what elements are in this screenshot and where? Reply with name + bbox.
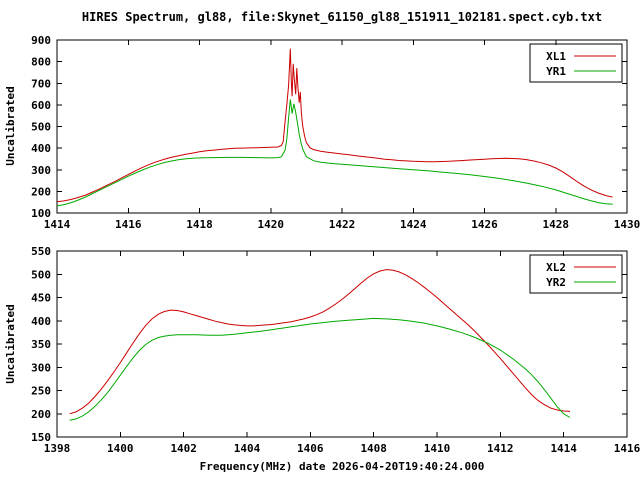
x-tick-label: 1416 [115, 218, 142, 231]
x-tick-label: 1424 [400, 218, 427, 231]
y-tick-label: 200 [31, 185, 51, 198]
x-tick-label: 1414 [44, 218, 71, 231]
x-tick-label: 1404 [234, 442, 261, 455]
y-tick-label: 800 [31, 56, 51, 69]
legend-label-YR2: YR2 [546, 276, 566, 289]
y-tick-label: 700 [31, 77, 51, 90]
x-tick-label: 1410 [424, 442, 451, 455]
x-tick-label: 1402 [170, 442, 197, 455]
legend-box [529, 43, 623, 83]
x-tick-label: 1412 [487, 442, 514, 455]
chart-title: HIRES Spectrum, gl88, file:Skynet_61150_… [82, 10, 602, 25]
panel-2: 1398 1400 1402 1404 1406 1408 1410 1412 1414 1416… [31, 245, 640, 455]
y-tick-label: 200 [31, 408, 51, 421]
x-tick-label: 1400 [107, 442, 134, 455]
y-tick-label: 600 [31, 99, 51, 112]
x-tick-label: 1430 [614, 218, 640, 231]
x-tick-label: 1422 [329, 218, 356, 231]
x-tick-label: 1408 [360, 442, 387, 455]
x-tick-label: 1406 [297, 442, 324, 455]
y-tick-label: 300 [31, 164, 51, 177]
legend-label-XL2: XL2 [546, 261, 566, 274]
y-tick-label: 550 [31, 245, 51, 258]
y-tick-label: 250 [31, 385, 51, 398]
x-tick-label: 1428 [543, 218, 570, 231]
x-tick-label: 1416 [614, 442, 640, 455]
y-axis-label-top-panel: Uncalibrated [4, 86, 17, 165]
y-axis-label-bottom-panel: Uncalibrated [4, 304, 17, 383]
legend-label-XL1: XL1 [546, 50, 566, 63]
x-tick-label: 1420 [258, 218, 285, 231]
plot-panels: 1414 1416 1418 1420 1422 1424 1426 1428 1430 100 2… [31, 34, 640, 455]
y-tick-label: 450 [31, 292, 51, 305]
x-tick-label: 1398 [44, 442, 71, 455]
plot-frame [56, 250, 628, 438]
y-tick-label: 400 [31, 315, 51, 328]
legend-box [529, 254, 623, 294]
y-tick-label: 400 [31, 142, 51, 155]
y-tick-label: 500 [31, 268, 51, 281]
y-tick-label: 100 [31, 207, 51, 220]
y-tick-label: 900 [31, 34, 51, 47]
series-line-YR2 [69, 317, 571, 421]
series-line-XL1 [56, 48, 613, 203]
y-tick-label: 150 [31, 431, 51, 444]
x-axis-label: Frequency(MHz) date 2026-04-20T19:40:24.… [200, 460, 485, 473]
y-tick-label: 300 [31, 361, 51, 374]
panel-1: 1414 1416 1418 1420 1422 1424 1426 1428 1430 100 2… [31, 34, 640, 231]
plot-frame [56, 39, 628, 214]
y-tick-label: 500 [31, 121, 51, 134]
x-tick-label: 1418 [186, 218, 213, 231]
x-tick-label: 1426 [471, 218, 498, 231]
x-tick-label: 1414 [550, 442, 577, 455]
legend-label-YR1: YR1 [546, 65, 566, 78]
y-tick-label: 350 [31, 338, 51, 351]
series-line-YR1 [56, 99, 613, 207]
series-line-XL2 [69, 269, 571, 415]
